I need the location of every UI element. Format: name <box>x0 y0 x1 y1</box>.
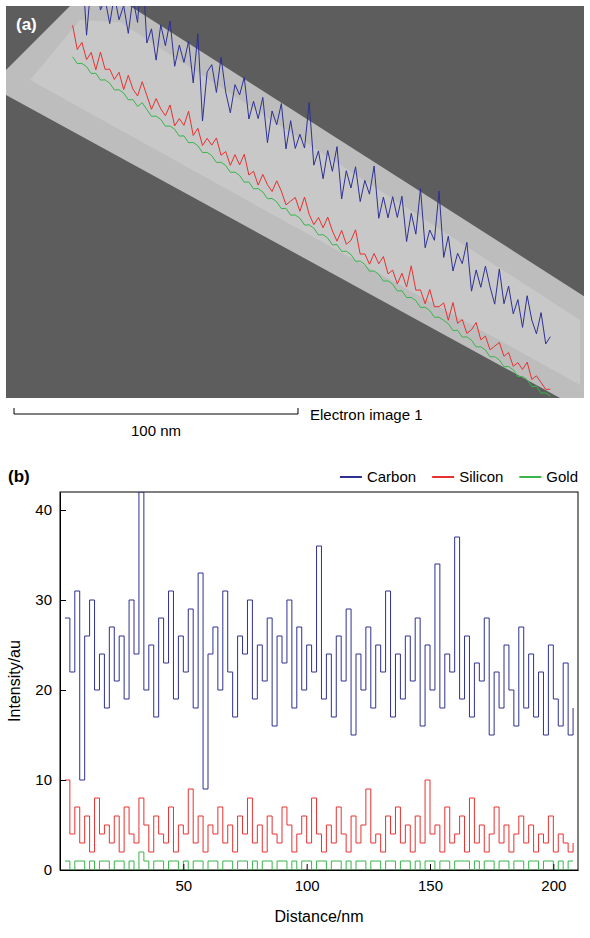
panel-label: (a) <box>16 15 37 34</box>
tick-mark <box>60 690 66 691</box>
axis-line <box>60 493 61 871</box>
tick-label: 100 <box>295 877 320 894</box>
scale-bar-label: 100 nm <box>131 422 181 439</box>
tick: 20 <box>35 681 66 698</box>
scale-bar: 100 nm <box>14 408 298 439</box>
overlay-profile <box>73 57 551 396</box>
tick-mark <box>60 780 66 781</box>
y-axis-title: Intensity/au <box>6 640 23 722</box>
tick-label: 10 <box>35 771 52 788</box>
tick-mark <box>60 600 66 601</box>
nanowire-band <box>6 6 584 398</box>
tick-label: 0 <box>44 861 52 878</box>
tick-mark <box>183 864 184 870</box>
legend-label: Silicon <box>459 468 503 485</box>
legend-label: Gold <box>546 468 578 485</box>
legend-item: Gold <box>519 468 578 485</box>
image-caption: Electron image 1 <box>310 406 423 423</box>
y-axis: 0 10 20 30 40 <box>35 493 66 879</box>
tick-mark <box>60 870 66 871</box>
chart-b: 50 100 150 200 0 10 20 30 40 Distance/nm Intensity… <box>6 492 579 925</box>
tick-mark <box>430 864 431 870</box>
figure: (a) 100 nm Electron image 1 50 100 150 200 0 10 2… <box>0 0 590 938</box>
legend: Carbon Silicon Gold <box>340 468 578 485</box>
tick-label: 150 <box>418 877 443 894</box>
panel-label: (b) <box>8 467 30 486</box>
tick-mark <box>60 510 66 511</box>
tick-label: 50 <box>175 877 192 894</box>
tick: 40 <box>35 501 66 518</box>
tick: 150 <box>418 864 443 894</box>
tick-mark <box>553 864 554 870</box>
tick-label: 40 <box>35 501 52 518</box>
tick-label: 200 <box>541 877 566 894</box>
tick-mark <box>307 864 308 870</box>
series-line <box>65 492 573 789</box>
series-line <box>65 780 573 852</box>
tick: 10 <box>35 771 66 788</box>
tick: 50 <box>175 864 192 894</box>
x-axis-title: Distance/nm <box>275 908 364 925</box>
tick: 200 <box>541 864 566 894</box>
legend-item: Carbon <box>340 468 416 485</box>
plot-frame <box>60 492 578 870</box>
overlay-profile <box>73 25 551 389</box>
legend-label: Carbon <box>367 468 416 485</box>
axis-line <box>61 870 579 871</box>
legend-item: Silicon <box>432 468 503 485</box>
tick-label: 20 <box>35 681 52 698</box>
legend-swatch <box>519 476 541 478</box>
scale-bar-line <box>14 408 298 414</box>
tick-label: 30 <box>35 591 52 608</box>
legend-swatch <box>432 476 454 478</box>
line-scan-overlay <box>73 6 551 396</box>
tick: 0 <box>44 861 66 878</box>
tick: 100 <box>295 864 320 894</box>
legend-swatch <box>340 476 362 478</box>
series-line <box>65 852 573 870</box>
overlay-profile <box>73 6 551 344</box>
tick: 30 <box>35 591 66 608</box>
plot-data <box>65 492 573 870</box>
x-axis: 50 100 150 200 <box>61 864 579 894</box>
electron-image <box>6 6 584 398</box>
